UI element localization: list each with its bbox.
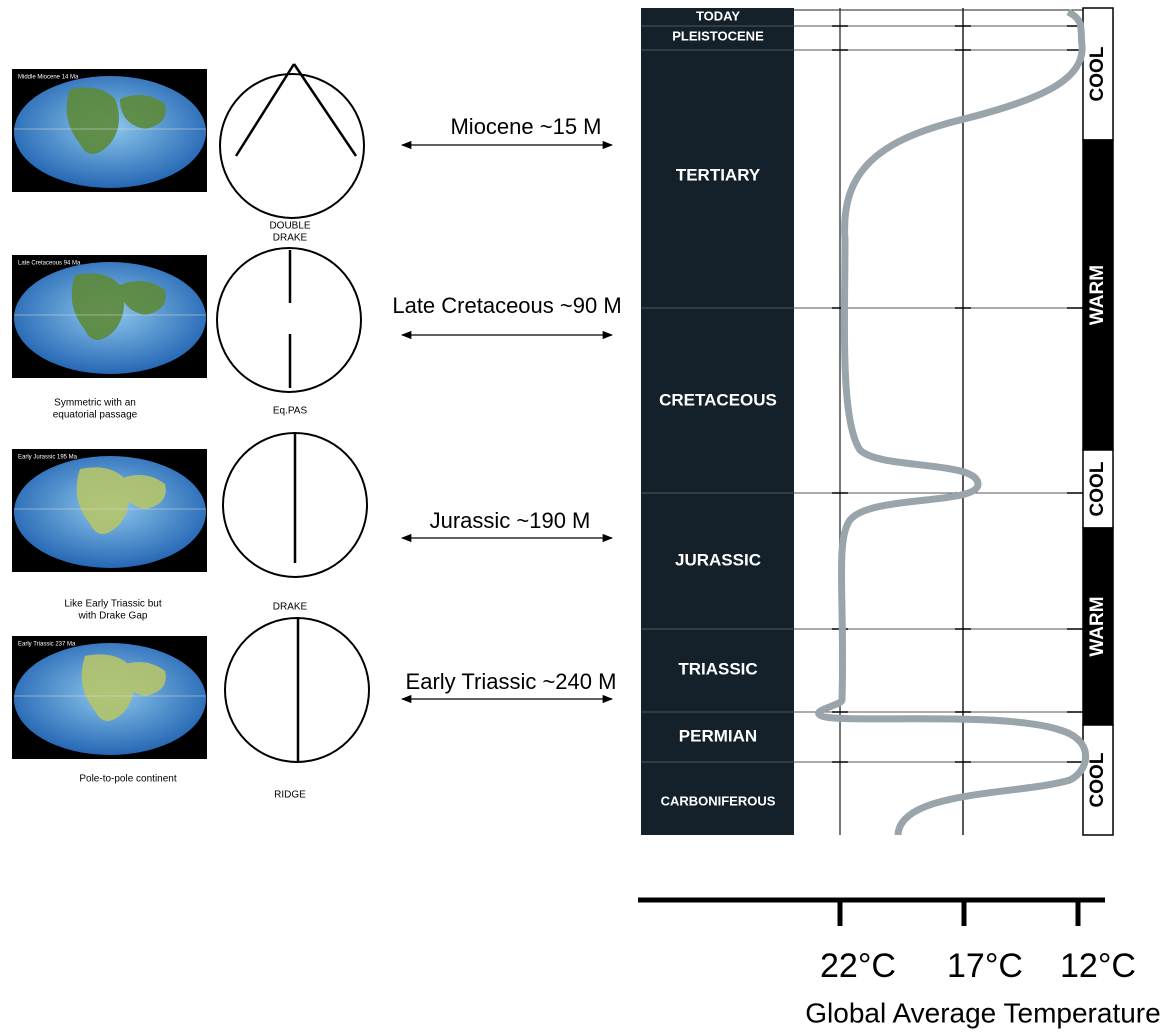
- temperature-curve: [815, 8, 1090, 836]
- arrow-label: Late Cretaceous ~90 M: [392, 293, 621, 318]
- arrow-label: Miocene ~15 M: [450, 114, 601, 139]
- map-caption: equatorial passage: [53, 410, 138, 421]
- arrow-label: Early Triassic ~240 M: [406, 669, 617, 694]
- map-land: [66, 87, 166, 154]
- climate-band: [1082, 7, 1114, 141]
- circle-label: RIDGE: [274, 790, 306, 801]
- passage-circle: [216, 247, 362, 393]
- climate-label: COOL: [1087, 752, 1108, 807]
- map-title: Late Cretaceous 94 Ma: [18, 261, 81, 267]
- climate-band: [1082, 449, 1114, 529]
- era-label: PERMIAN: [679, 726, 757, 745]
- era-label: TERTIARY: [676, 165, 761, 184]
- era-column: [641, 8, 794, 835]
- axis-label: 12°C: [1060, 947, 1136, 985]
- climate-band: [1082, 724, 1114, 836]
- axis-label: 22°C: [820, 947, 896, 985]
- axis-label: 17°C: [947, 947, 1023, 985]
- timescale: TODAY PLEISTOCENE TERTIARY CRETACEOUS JURASS…: [641, 7, 1114, 836]
- climate-band: [1082, 527, 1114, 726]
- climate-label: COOL: [1087, 46, 1108, 101]
- map-land: [76, 467, 166, 534]
- circle-label: Eq.PAS: [273, 406, 308, 417]
- climate-label: WARM: [1087, 596, 1108, 656]
- circle-label: DOUBLE: [269, 221, 310, 232]
- era-label: JURASSIC: [675, 550, 761, 569]
- axis-title: Global Average Temperature: [805, 997, 1160, 1028]
- map-land: [81, 654, 166, 721]
- map-caption: with Drake Gap: [78, 611, 148, 622]
- era-label: TODAY: [696, 8, 740, 23]
- climate-label: COOL: [1087, 461, 1108, 516]
- circle-label: DRAKE: [273, 233, 308, 244]
- era-label: PLEISTOCENE: [672, 28, 764, 43]
- climate-label: WARM: [1087, 265, 1108, 325]
- passage-circle: [219, 73, 365, 219]
- map-caption: Like Early Triassic but: [64, 599, 161, 610]
- era-label: CARBONIFEROUS: [661, 793, 776, 808]
- passage-sketch: [234, 63, 358, 157]
- map-title: Early Triassic 237 Ma: [18, 642, 76, 648]
- arrow-label: Jurassic ~190 M: [430, 508, 591, 533]
- map-land: [71, 273, 166, 340]
- map-caption: Symmetric with an: [54, 398, 136, 409]
- map-title: Middle Miocene 14 Ma: [18, 75, 79, 81]
- era-label: CRETACEOUS: [659, 390, 777, 409]
- map-title: Early Jurassic 195 Ma: [18, 455, 78, 461]
- era-label: TRIASSIC: [678, 659, 757, 678]
- map-caption: Pole-to-pole continent: [79, 774, 177, 785]
- circle-label: DRAKE: [273, 602, 308, 613]
